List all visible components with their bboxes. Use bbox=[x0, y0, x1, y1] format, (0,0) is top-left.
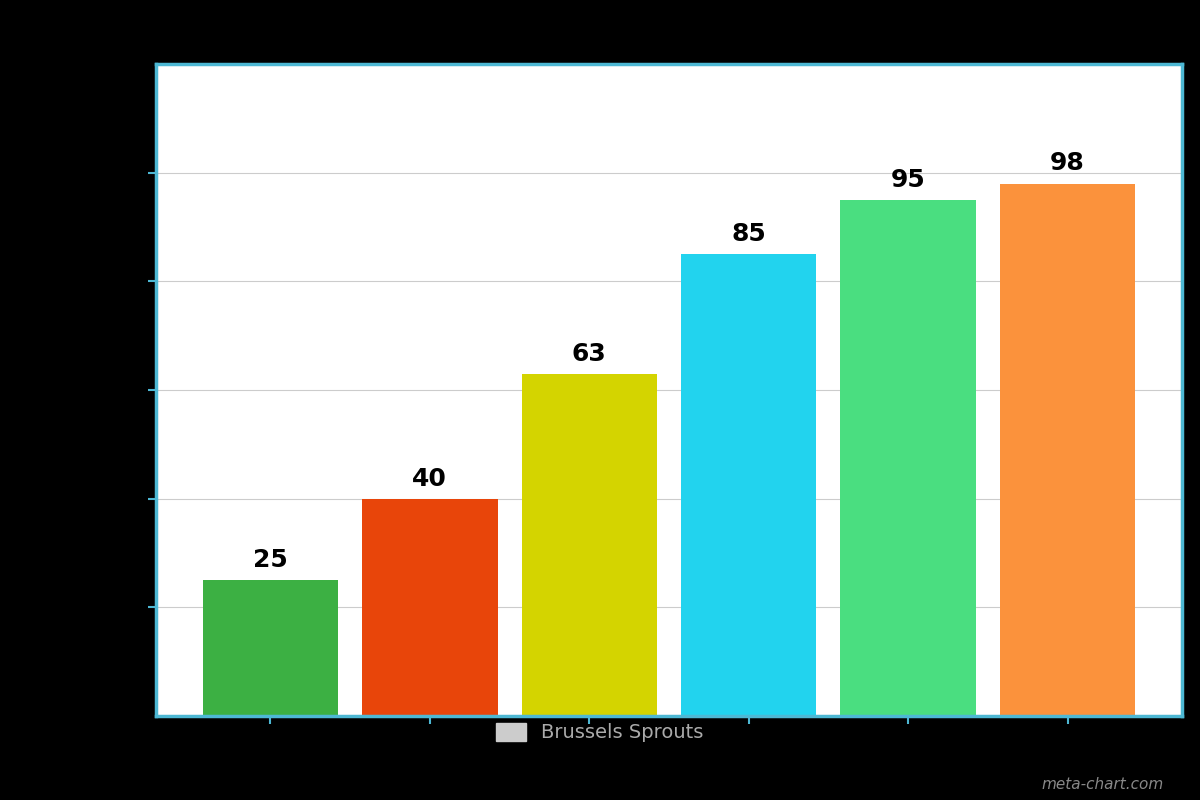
Bar bbox=[680, 254, 816, 716]
Text: 95: 95 bbox=[890, 168, 925, 192]
Bar bbox=[362, 498, 498, 716]
Legend: Brussels Sprouts: Brussels Sprouts bbox=[488, 715, 712, 750]
Text: 63: 63 bbox=[572, 342, 607, 366]
Text: meta-chart.com: meta-chart.com bbox=[1042, 777, 1164, 792]
Text: 40: 40 bbox=[413, 466, 448, 490]
Bar bbox=[203, 580, 338, 716]
Text: 85: 85 bbox=[731, 222, 766, 246]
Text: 25: 25 bbox=[253, 548, 288, 572]
Bar bbox=[1000, 183, 1135, 716]
Bar bbox=[840, 200, 976, 716]
Bar bbox=[522, 374, 658, 716]
Text: 98: 98 bbox=[1050, 151, 1085, 175]
